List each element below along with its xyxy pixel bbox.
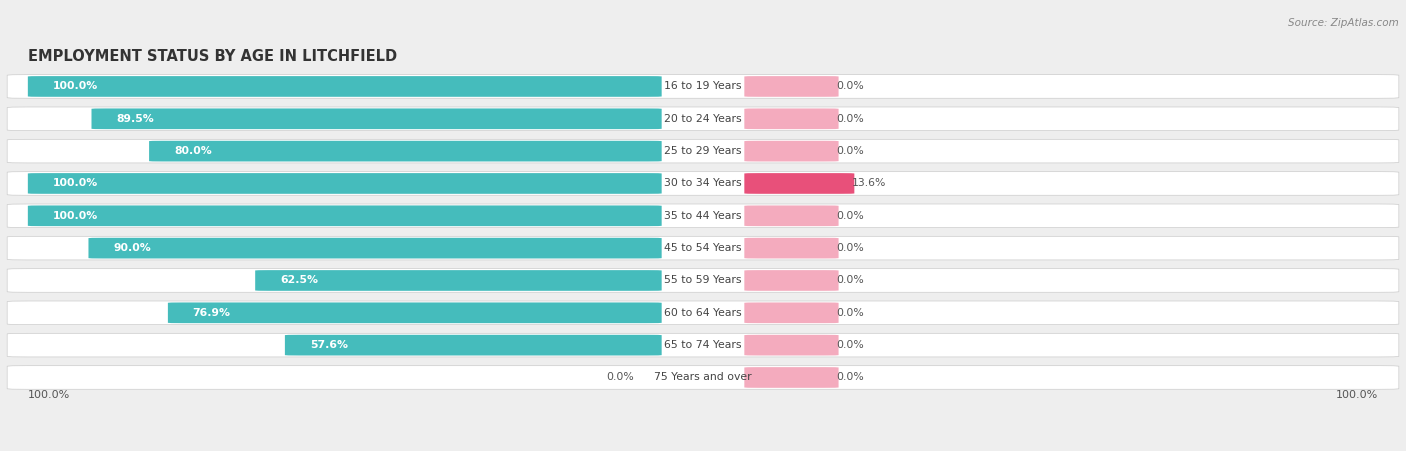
Text: 89.5%: 89.5% bbox=[117, 114, 155, 124]
FancyBboxPatch shape bbox=[7, 139, 1399, 163]
Text: 80.0%: 80.0% bbox=[174, 146, 212, 156]
Text: 100.0%: 100.0% bbox=[28, 390, 70, 400]
FancyBboxPatch shape bbox=[149, 141, 662, 161]
FancyBboxPatch shape bbox=[744, 141, 838, 161]
Text: 100.0%: 100.0% bbox=[52, 82, 98, 92]
FancyBboxPatch shape bbox=[89, 238, 662, 258]
Text: 0.0%: 0.0% bbox=[835, 211, 863, 221]
FancyBboxPatch shape bbox=[744, 76, 838, 97]
Text: 76.9%: 76.9% bbox=[193, 308, 231, 318]
FancyBboxPatch shape bbox=[7, 301, 1399, 325]
FancyBboxPatch shape bbox=[7, 333, 1399, 357]
Text: 0.0%: 0.0% bbox=[835, 308, 863, 318]
Text: 35 to 44 Years: 35 to 44 Years bbox=[664, 211, 742, 221]
FancyBboxPatch shape bbox=[28, 76, 662, 97]
Text: 0.0%: 0.0% bbox=[835, 243, 863, 253]
FancyBboxPatch shape bbox=[7, 107, 1399, 131]
FancyBboxPatch shape bbox=[744, 270, 838, 291]
Text: 57.6%: 57.6% bbox=[309, 340, 347, 350]
FancyBboxPatch shape bbox=[28, 206, 662, 226]
Text: 65 to 74 Years: 65 to 74 Years bbox=[664, 340, 742, 350]
FancyBboxPatch shape bbox=[744, 206, 838, 226]
FancyBboxPatch shape bbox=[744, 108, 838, 129]
FancyBboxPatch shape bbox=[285, 335, 662, 355]
Text: Source: ZipAtlas.com: Source: ZipAtlas.com bbox=[1288, 18, 1399, 28]
Text: 100.0%: 100.0% bbox=[52, 211, 98, 221]
Text: 0.0%: 0.0% bbox=[835, 114, 863, 124]
FancyBboxPatch shape bbox=[7, 172, 1399, 195]
FancyBboxPatch shape bbox=[744, 238, 838, 258]
Text: 0.0%: 0.0% bbox=[835, 82, 863, 92]
Text: EMPLOYMENT STATUS BY AGE IN LITCHFIELD: EMPLOYMENT STATUS BY AGE IN LITCHFIELD bbox=[28, 49, 396, 64]
FancyBboxPatch shape bbox=[744, 367, 838, 388]
FancyBboxPatch shape bbox=[7, 366, 1399, 389]
Text: 13.6%: 13.6% bbox=[852, 179, 886, 189]
FancyBboxPatch shape bbox=[7, 75, 1399, 98]
Text: 90.0%: 90.0% bbox=[114, 243, 150, 253]
Text: 100.0%: 100.0% bbox=[1336, 390, 1378, 400]
FancyBboxPatch shape bbox=[744, 173, 855, 194]
Text: 16 to 19 Years: 16 to 19 Years bbox=[664, 82, 742, 92]
FancyBboxPatch shape bbox=[28, 173, 662, 194]
FancyBboxPatch shape bbox=[7, 269, 1399, 292]
Text: 30 to 34 Years: 30 to 34 Years bbox=[664, 179, 742, 189]
Text: 100.0%: 100.0% bbox=[52, 179, 98, 189]
Text: 0.0%: 0.0% bbox=[606, 373, 634, 382]
Text: 25 to 29 Years: 25 to 29 Years bbox=[664, 146, 742, 156]
Text: 55 to 59 Years: 55 to 59 Years bbox=[664, 276, 742, 285]
Text: 62.5%: 62.5% bbox=[280, 276, 318, 285]
FancyBboxPatch shape bbox=[7, 204, 1399, 228]
Text: 0.0%: 0.0% bbox=[835, 276, 863, 285]
FancyBboxPatch shape bbox=[7, 236, 1399, 260]
FancyBboxPatch shape bbox=[91, 108, 662, 129]
Text: 20 to 24 Years: 20 to 24 Years bbox=[664, 114, 742, 124]
Text: 0.0%: 0.0% bbox=[835, 373, 863, 382]
FancyBboxPatch shape bbox=[167, 303, 662, 323]
Text: 75 Years and over: 75 Years and over bbox=[654, 373, 752, 382]
Text: 0.0%: 0.0% bbox=[835, 340, 863, 350]
Text: 60 to 64 Years: 60 to 64 Years bbox=[664, 308, 742, 318]
FancyBboxPatch shape bbox=[256, 270, 662, 291]
Text: 45 to 54 Years: 45 to 54 Years bbox=[664, 243, 742, 253]
FancyBboxPatch shape bbox=[744, 303, 838, 323]
Text: 0.0%: 0.0% bbox=[835, 146, 863, 156]
FancyBboxPatch shape bbox=[744, 335, 838, 355]
